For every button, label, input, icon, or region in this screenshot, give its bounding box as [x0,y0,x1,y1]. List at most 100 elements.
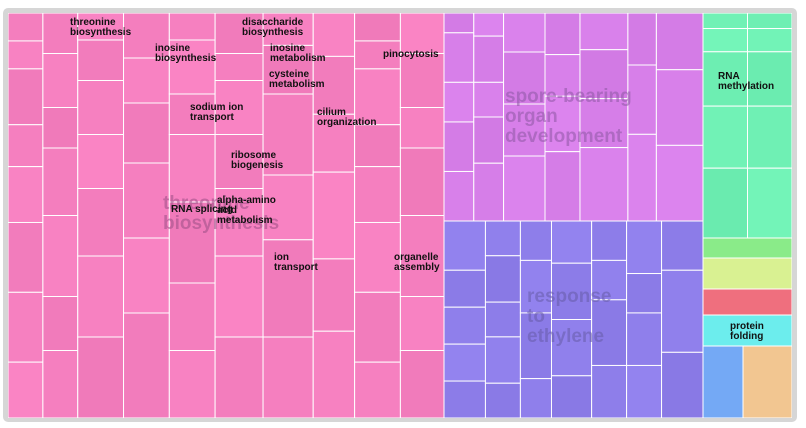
treemap-tile[interactable] [702,167,748,239]
treemap-tile[interactable] [443,32,475,83]
treemap-tile[interactable] [123,237,170,314]
treemap-tile[interactable] [123,312,170,418]
treemap-tile[interactable] [214,13,264,54]
treemap-tile[interactable] [702,105,748,169]
treemap-tile[interactable] [77,255,125,338]
treemap-tile[interactable] [742,345,792,418]
treemap-tile[interactable] [544,151,581,222]
treemap-tile[interactable] [262,93,314,176]
treemap-tile[interactable] [214,80,264,135]
treemap-tile[interactable] [8,166,44,223]
treemap-tile[interactable] [42,107,79,149]
treemap-tile[interactable] [42,147,79,216]
treemap-tile[interactable] [519,220,552,261]
treemap-tile[interactable] [443,380,486,418]
treemap-tile[interactable] [399,350,445,419]
treemap-tile[interactable] [519,259,552,314]
treemap-tile[interactable] [354,68,401,126]
treemap-tile[interactable] [8,68,44,126]
treemap-tile[interactable] [168,13,216,41]
treemap-tile[interactable] [77,188,125,257]
treemap-tile[interactable] [443,170,475,222]
treemap-tile[interactable] [591,220,628,261]
treemap-tile[interactable] [503,13,546,53]
treemap-tile[interactable] [214,336,264,418]
treemap-tile[interactable] [168,93,216,135]
treemap-tile[interactable] [747,105,793,169]
treemap-tile[interactable] [214,53,264,81]
treemap-tile[interactable] [443,269,486,308]
treemap-tile[interactable] [503,51,546,105]
treemap-tile[interactable] [655,144,704,222]
treemap-tile[interactable] [443,306,486,345]
treemap-tile[interactable] [8,221,44,293]
treemap-tile[interactable] [519,312,552,380]
treemap-tile[interactable] [123,57,170,104]
treemap-tile[interactable] [42,296,79,351]
treemap-tile[interactable] [399,53,445,108]
treemap-tile[interactable] [354,291,401,363]
treemap-tile[interactable] [42,350,79,419]
treemap-tile[interactable] [484,255,521,303]
treemap-tile[interactable] [484,301,521,338]
treemap-tile[interactable] [77,80,125,135]
treemap-tile[interactable] [484,336,521,384]
treemap-tile[interactable] [519,378,552,418]
treemap-tile[interactable] [262,174,314,241]
treemap-tile[interactable] [123,162,170,239]
treemap-tile[interactable] [77,13,125,41]
treemap-tile[interactable] [214,188,264,257]
treemap-tile[interactable] [627,64,657,135]
treemap-tile[interactable] [661,220,704,271]
treemap-tile[interactable] [702,28,748,53]
treemap-tile[interactable] [214,255,264,338]
treemap-tile[interactable] [42,13,79,54]
treemap-tile[interactable] [262,13,314,46]
treemap-tile[interactable] [747,167,793,239]
treemap-tile[interactable] [354,13,401,42]
treemap-tile[interactable] [123,13,170,59]
treemap-tile[interactable] [123,102,170,164]
treemap-tile[interactable] [8,291,44,363]
treemap-tile[interactable] [544,13,581,56]
treemap-tile[interactable] [747,13,793,30]
treemap-tile[interactable] [702,345,744,418]
treemap-tile[interactable] [168,350,216,419]
treemap-tile[interactable] [77,336,125,418]
treemap-tile[interactable] [77,134,125,189]
treemap-tile[interactable] [312,258,356,332]
treemap-tile[interactable] [42,53,79,108]
treemap-tile[interactable] [473,81,505,118]
treemap-tile[interactable] [473,116,505,164]
treemap-tile[interactable] [473,35,505,83]
treemap-tile[interactable] [443,121,475,172]
treemap-tile[interactable] [399,13,445,54]
treemap-tile[interactable] [484,382,521,418]
treemap-tile[interactable] [473,162,505,222]
treemap-tile[interactable] [262,239,314,338]
treemap-tile[interactable] [8,13,44,42]
treemap-tile[interactable] [443,220,486,271]
treemap-tile[interactable] [168,282,216,351]
treemap-tile[interactable] [550,319,593,377]
treemap-tile[interactable] [473,13,505,37]
treemap-tile[interactable] [443,343,486,382]
treemap-tile[interactable] [399,107,445,149]
treemap-tile[interactable] [168,201,216,284]
treemap-tile[interactable] [484,220,521,257]
treemap-tile[interactable] [591,364,628,418]
treemap-tile[interactable] [354,221,401,293]
treemap-tile[interactable] [550,262,593,320]
treemap-tile[interactable] [550,220,593,264]
treemap-tile[interactable] [702,288,792,316]
treemap-tile[interactable] [544,95,581,153]
treemap-tile[interactable] [77,39,125,81]
treemap-tile[interactable] [655,13,704,71]
treemap-tile[interactable] [503,155,546,222]
treemap-tile[interactable] [661,269,704,353]
treemap-tile[interactable] [312,171,356,260]
treemap-tile[interactable] [168,134,216,203]
treemap-tile[interactable] [626,273,663,314]
treemap-tile[interactable] [354,124,401,168]
treemap-tile[interactable] [626,312,663,366]
